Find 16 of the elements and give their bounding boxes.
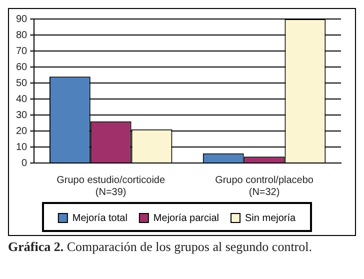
legend-label: Sin mejoría xyxy=(245,212,296,224)
x-tick-label: Grupo estudio/corticoide (N=39) xyxy=(56,174,166,198)
legend-label: Mejoría total xyxy=(72,212,128,224)
y-tick-label: 10 xyxy=(16,142,28,153)
y-tick-label: 30 xyxy=(16,110,28,121)
legend-label: Mejoría parcial xyxy=(153,212,220,224)
y-tick-label: 50 xyxy=(16,78,28,89)
text: Gráfica 2. Comparación de los grupos al segundo control. xyxy=(8,239,313,254)
y-tick-label: 40 xyxy=(16,94,28,105)
y-tick-label: 60 xyxy=(16,62,28,73)
y-tick-label: 0 xyxy=(22,158,28,169)
y-tick-label: 20 xyxy=(16,126,28,137)
x-tick-label: Grupo control/placebo (N=32) xyxy=(215,174,314,198)
y-tick-label: 80 xyxy=(16,30,28,41)
y-tick-label: 70 xyxy=(16,46,28,57)
y-tick-label: 90 xyxy=(16,14,28,25)
